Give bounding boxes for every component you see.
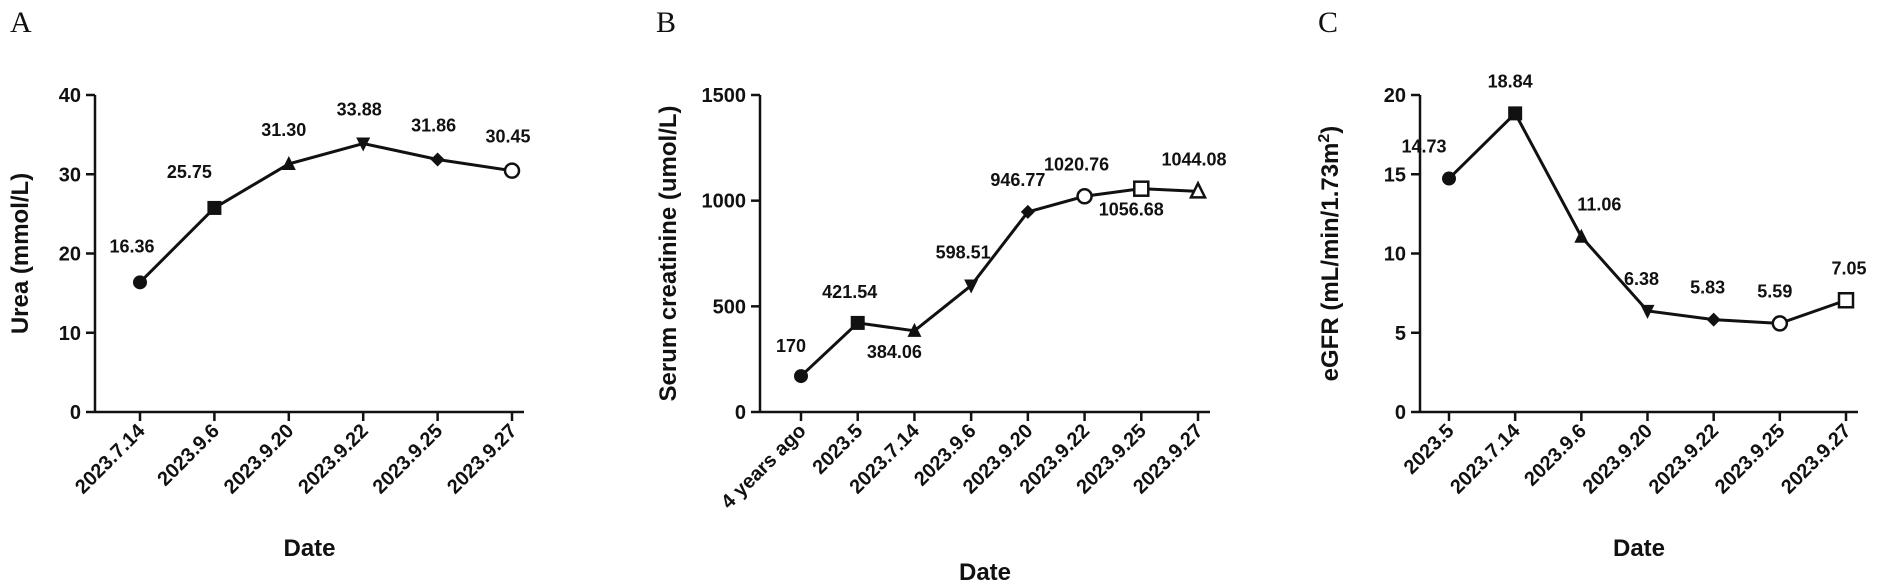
data-point [281,155,296,170]
panel-letter: B [656,6,676,39]
data-label: 5.83 [1690,278,1725,298]
data-point [356,137,371,152]
data-label: 16.36 [109,236,154,256]
x-axis-title: Date [1613,535,1665,562]
y-axis-title: Serum creatinine (umol/L) [655,105,682,401]
data-label: 946.77 [990,170,1045,190]
data-point [1574,228,1589,243]
data-label: 6.38 [1624,269,1659,289]
data-point [503,162,521,179]
y-tick-label: 1500 [702,85,747,107]
y-axis-title: eGFR (mL/min/1.73m2) [1316,126,1344,382]
y-axis-title-text: eGFR (mL/min/1.73m [1317,143,1344,382]
x-axis-title: Date [959,559,1011,586]
x-tick-label: 2023.9.25 [369,420,447,498]
data-point [1771,315,1789,332]
data-label: 33.88 [337,100,382,120]
data-label: 30.45 [485,127,530,147]
data-point [1188,180,1208,199]
data-point [207,200,222,215]
y-tick-label: 10 [1384,244,1406,266]
x-tick-label: 2023.7.14 [71,419,150,498]
data-point [907,322,922,337]
x-tick-label: 2023.9.20 [1579,420,1657,498]
y-axis-title-suffix: ) [1317,126,1344,134]
panel-letter: C [1318,6,1338,39]
data-point [430,152,445,167]
data-point [794,369,808,384]
data-point [1442,171,1456,186]
data-label: 421.54 [822,282,877,302]
data-label: 11.06 [1577,195,1621,215]
data-point [1706,312,1721,327]
panel-c: C051015202023.52023.7.142023.9.62023.9.2… [1316,6,1867,562]
y-axis-title: Urea (mmol/L) [7,173,34,334]
x-tick-label: 2023.9.6 [153,420,224,491]
panel-letter: A [10,6,32,39]
x-tick-label: 2023.9.27 [443,420,521,498]
data-label: 5.59 [1757,281,1792,301]
data-point [1508,106,1523,121]
series-line [138,141,513,284]
x-tick-label: 2023.9.20 [220,420,298,498]
y-tick-label: 30 [59,164,81,186]
data-point [1133,180,1150,197]
data-label: 31.30 [261,120,306,140]
y-tick-label: 0 [735,402,746,424]
data-label: 1056.68 [1099,200,1164,220]
x-tick-label: 2023.9.22 [1645,420,1723,498]
data-point [133,275,147,290]
data-label: 25.75 [167,162,212,182]
x-tick-label: 2023.5 [1400,420,1459,479]
data-point [1837,292,1855,309]
data-point [1076,188,1093,205]
y-tick-label: 10 [59,323,81,345]
x-tick-label: 4 years ago [717,420,810,513]
x-tick-label: 2023.7.14 [1446,419,1525,498]
y-tick-label: 5 [1395,323,1406,345]
x-tick-label: 2023.9.22 [294,420,372,498]
data-point [1640,304,1655,319]
y-tick-label: 40 [59,85,81,107]
data-label: 14.73 [1401,137,1446,157]
data-label: 1020.76 [1044,154,1109,174]
y-tick-label: 0 [1395,402,1406,424]
y-tick-label: 0 [70,402,81,424]
data-point [850,315,865,330]
y-tick-label: 20 [1384,85,1406,107]
y-axis-title-superscript: 2 [1316,134,1333,143]
data-label: 1044.08 [1161,149,1226,169]
y-axis-title-text: Serum creatinine (umol/L) [655,105,682,401]
data-point [964,279,979,294]
y-tick-label: 20 [59,244,81,266]
data-label: 31.86 [411,116,456,136]
x-tick-label: 2023.9.27 [1777,420,1855,498]
y-tick-label: 15 [1384,164,1406,186]
data-point [1020,204,1035,219]
x-axis-title: Date [283,535,335,562]
y-tick-label: 500 [713,296,746,318]
y-tick-label: 1000 [702,191,747,213]
data-label: 598.51 [936,243,991,263]
data-label: 7.05 [1831,258,1866,278]
y-axis-title-text: Urea (mmol/L) [7,173,34,334]
series-line [799,187,1199,378]
data-label: 18.84 [1488,71,1533,91]
x-tick-label: 2023.9.25 [1711,420,1789,498]
data-label: 384.06 [867,342,922,362]
data-label: 170 [776,336,806,356]
